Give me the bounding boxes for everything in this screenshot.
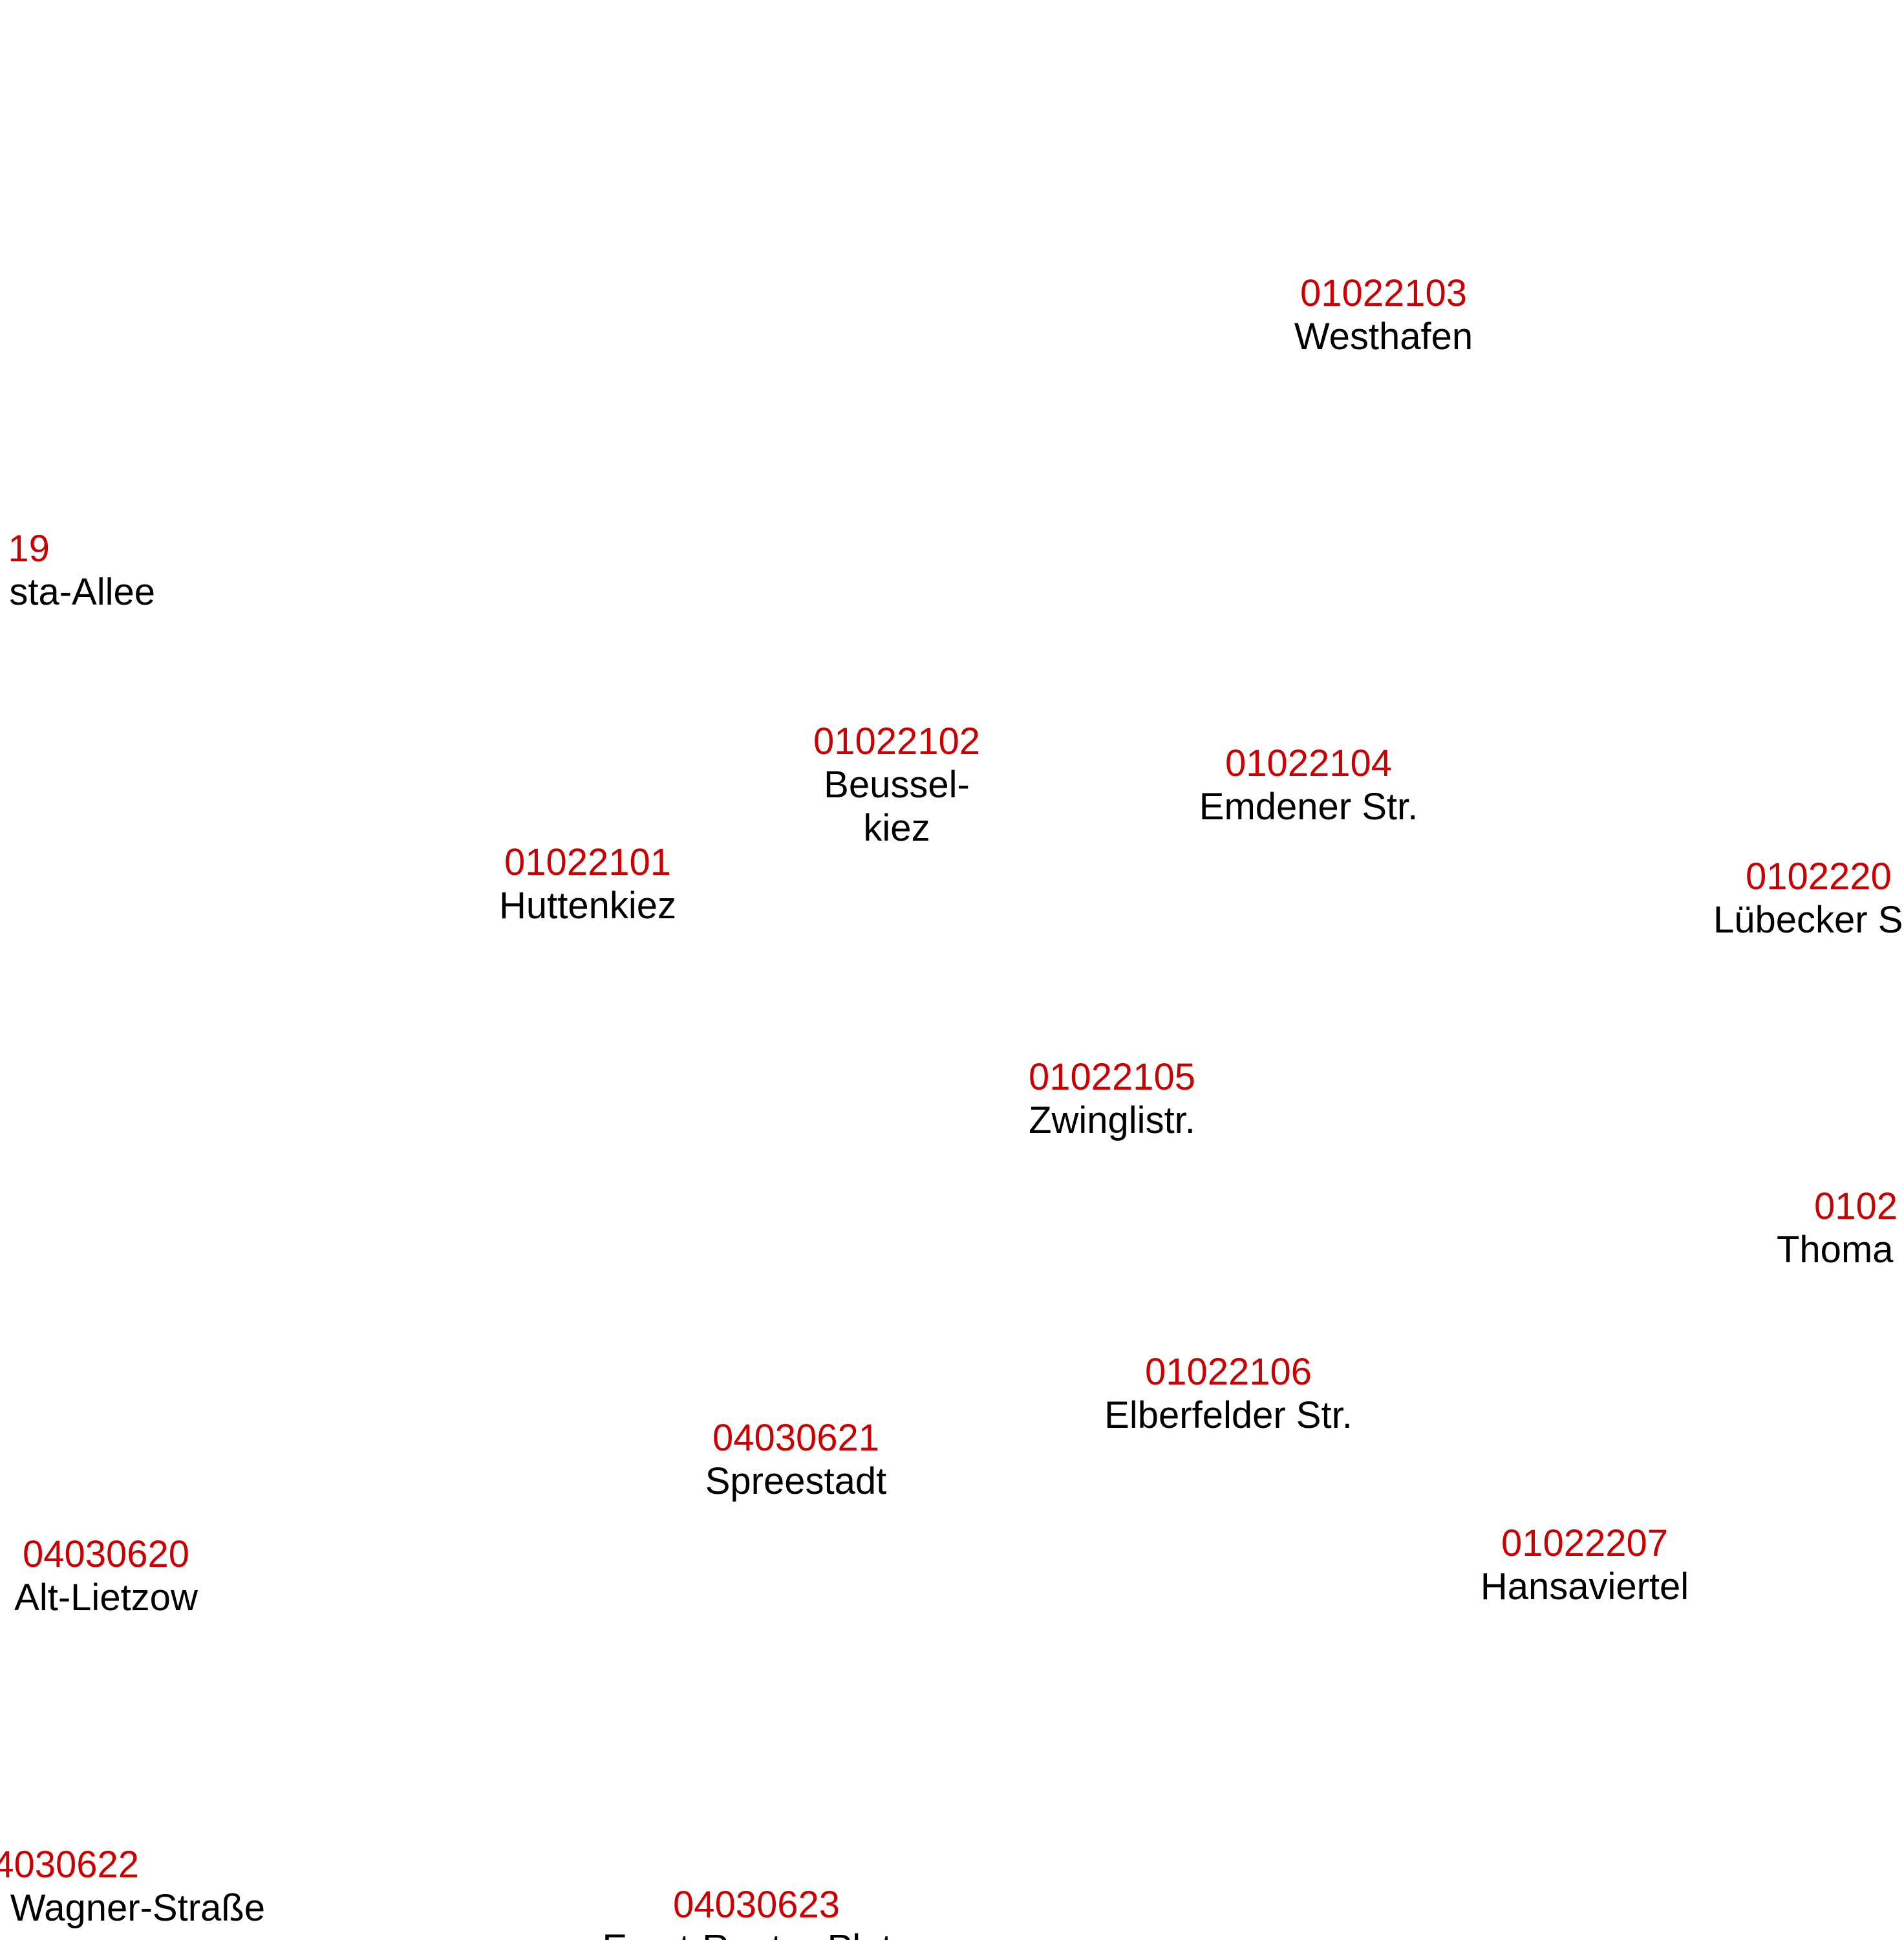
- area-code: 01022104: [1225, 742, 1393, 784]
- area-name: Spreestadt: [705, 1460, 887, 1502]
- area-label-beusselkiez: 01022102 Beussel- kiez: [813, 720, 980, 850]
- area-name: Huttenkiez: [498, 885, 677, 927]
- area-label-alt-lietzow: 04030620 Alt-Lietzow: [14, 1533, 198, 1619]
- area-label-sta-allee: 19 sta-Allee: [8, 527, 155, 614]
- area-label-huttenkiez: 01022101 Huttenkiez: [499, 841, 676, 927]
- area-name: Beussel-: [824, 764, 970, 806]
- area-code: 01022101: [504, 841, 672, 883]
- area-code: 0102220: [1746, 856, 1892, 898]
- area-code: 0102: [1814, 1185, 1898, 1227]
- area-code: 19: [8, 528, 50, 570]
- area-code: 04030623: [672, 1884, 840, 1926]
- area-label-elberfelder-str: 01022106 Elberfelder Str.: [1104, 1350, 1353, 1437]
- area-name-line2: kiez: [863, 807, 930, 849]
- area-name: Emdener Str.: [1199, 786, 1418, 828]
- area-name: Alt-Lietzow: [14, 1577, 198, 1619]
- area-name: Westhafen: [1294, 316, 1473, 358]
- area-label-westhafen: 01022103 Westhafen: [1294, 272, 1473, 358]
- area-label-wagner-strasse: 4030622 Wagner-Straße: [0, 1843, 265, 1930]
- area-code: 4030622: [0, 1844, 139, 1886]
- area-label-luebecker-str: 0102220 Lübecker S: [1713, 855, 1903, 942]
- area-code: 04030620: [22, 1533, 190, 1575]
- area-label-spreestadt: 04030621 Spreestadt: [705, 1416, 887, 1503]
- area-label-zwinglistr: 01022105 Zwinglistr.: [1029, 1055, 1195, 1142]
- area-code: 01022102: [813, 720, 981, 762]
- area-label-hansaviertel: 01022207 Hansaviertel: [1481, 1522, 1689, 1608]
- area-code: 01022105: [1028, 1056, 1196, 1098]
- area-label-emdener-str: 01022104 Emdener Str.: [1199, 742, 1418, 828]
- area-name: sta-Allee: [9, 571, 155, 613]
- area-name: Ernst-Reuter-Platz: [602, 1926, 910, 1940]
- area-code: 01022207: [1501, 1522, 1669, 1564]
- area-name: Zwinglistr.: [1029, 1099, 1195, 1141]
- area-label-thoma: 0102 Thoma: [1777, 1185, 1898, 1271]
- area-name: Elberfelder Str.: [1104, 1394, 1353, 1436]
- area-name: Lübecker S: [1713, 899, 1903, 941]
- area-code: 01022103: [1300, 272, 1468, 314]
- area-code: 04030621: [712, 1417, 880, 1459]
- area-code: 01022106: [1144, 1351, 1312, 1393]
- area-name: Thoma: [1777, 1229, 1894, 1271]
- area-name: Hansaviertel: [1480, 1566, 1689, 1608]
- area-name: Wagner-Straße: [10, 1887, 265, 1929]
- area-label-ernst-reuter-platz: 04030623 Ernst-Reuter-Platz: [602, 1883, 910, 1940]
